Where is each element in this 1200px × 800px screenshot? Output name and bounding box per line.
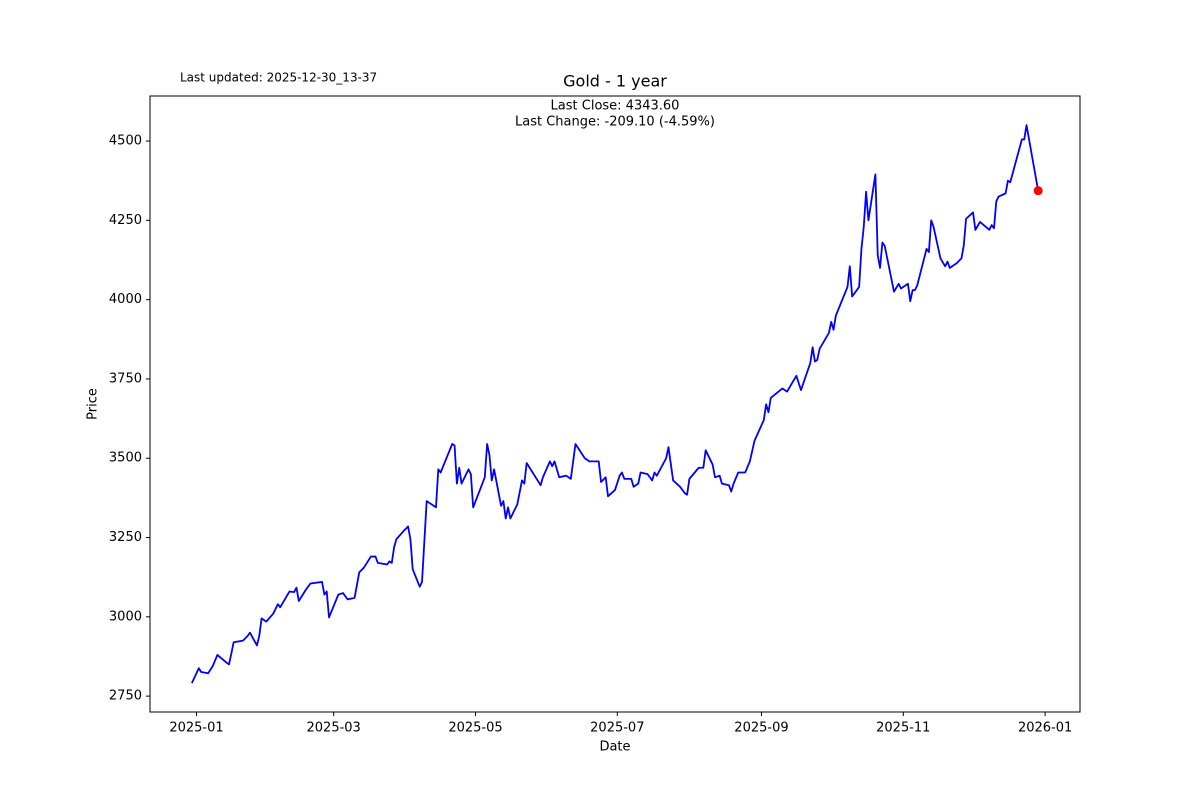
x-axis-label: Date <box>599 740 630 755</box>
x-tick-label: 2025-09 <box>734 721 788 736</box>
x-tick-label: 2025-05 <box>448 721 502 736</box>
y-axis-label: Price <box>86 388 101 420</box>
y-tick-label: 3250 <box>109 530 142 545</box>
y-tick-label: 4000 <box>109 292 142 307</box>
last-close-marker <box>1033 186 1043 196</box>
y-tick-label: 4250 <box>109 213 142 228</box>
x-tick-label: 2026-01 <box>1018 721 1072 736</box>
y-tick-label: 2750 <box>109 689 142 704</box>
chart-title: Gold - 1 year <box>563 72 667 91</box>
x-tick-label: 2025-11 <box>876 721 930 736</box>
x-tick-label: 2025-03 <box>307 721 361 736</box>
annotation: Last Close: 4343.60 <box>551 99 680 114</box>
y-tick-label: 3750 <box>109 371 142 386</box>
y-tick-label: 4500 <box>109 134 142 149</box>
y-tick-label: 3500 <box>109 451 142 466</box>
x-tick-label: 2025-07 <box>590 721 644 736</box>
y-tick-label: 3000 <box>109 609 142 624</box>
plot-frame <box>149 95 1081 713</box>
updated-label: Last updated: 2025-12-30_13-37 <box>180 71 377 85</box>
price-line <box>191 124 1040 684</box>
annotation: Last Change: -209.10 (-4.59%) <box>515 115 715 130</box>
x-tick-label: 2025-01 <box>169 721 223 736</box>
